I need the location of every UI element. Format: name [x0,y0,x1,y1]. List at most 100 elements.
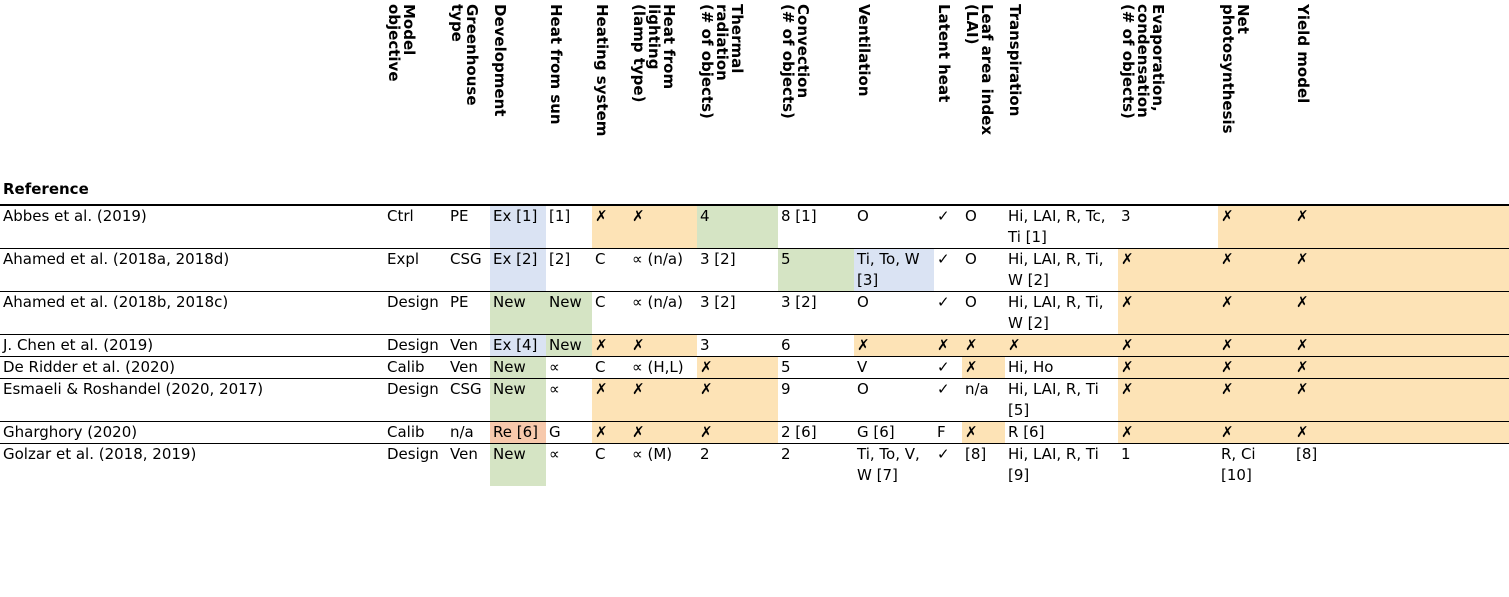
cell-photosynthesis: ✗ [1218,378,1293,422]
cell-type: PE [450,207,469,225]
cell-reference: Esmaeli & Roshandel (2020, 2017) [3,380,264,398]
cell-lighting: ✗ [629,205,697,249]
cell-transpiration: R [6] [1008,423,1045,441]
cell-development: Ex [1] [490,205,546,249]
header-heat-from-sun: Heat from sun [546,0,592,206]
cell-yield: ✗ [1293,378,1509,422]
cell-lai: O [965,293,977,311]
header-development: Development [490,0,546,206]
cell-heating: ✗ [592,205,629,249]
cell-transpiration: Hi, LAI, R, Ti, W [2] [1008,250,1104,289]
cell-convection: 6 [781,336,791,354]
cell-objective: Calib [387,358,425,376]
cell-reference: Gharghory (2020) [3,423,138,441]
cell-type: Ven [450,336,478,354]
cell-reference: Ahamed et al. (2018a, 2018d) [3,250,230,268]
cell-latent: ✓ [937,207,950,225]
cell-reference: Ahamed et al. (2018b, 2018c) [3,293,229,311]
cell-yield: ✗ [1293,421,1509,444]
cell-ventilation: V [857,358,868,376]
cell-type: PE [450,293,469,311]
cell-radiation: ✗ [697,378,778,422]
header-thermal-radiation: Thermal radiation (# of objects) [697,0,778,206]
cell-lai: ✗ [962,421,1005,444]
header-transpiration: Transpiration [1005,0,1118,206]
cell-heating: ✗ [592,421,629,444]
cell-objective: Design [387,336,439,354]
reference-table: Reference Model objective Greenhouse typ… [0,0,1509,486]
cell-type: Ven [450,358,478,376]
cell-reference: J. Chen et al. (2019) [3,336,154,354]
header-evaporation: Evaporation, condensation (# of objects) [1118,0,1218,206]
cell-heating: ✗ [592,378,629,422]
cell-lighting: ∝ (M) [632,445,673,463]
cell-development: Re [6] [490,421,546,444]
header-leaf-area-index: Leaf area index (LAI) [962,0,1005,206]
cell-convection: 8 [1] [781,207,817,225]
cell-transpiration: Hi, LAI, R, Ti [9] [1008,445,1099,484]
cell-photosynthesis: R, Ci [10] [1221,445,1256,484]
cell-convection: 9 [781,380,791,398]
table-row: Gharghory (2020) Calib n/a Re [6] G ✗ ✗ … [0,421,1509,444]
cell-lai: O [965,207,977,225]
cell-latent: ✓ [937,250,950,268]
cell-convection: 5 [781,358,791,376]
header-latent-heat: Latent heat [934,0,962,206]
cell-evaporation: ✗ [1118,356,1218,379]
cell-reference: De Ridder et al. (2020) [3,358,175,376]
cell-ventilation: Ti, To, V, W [7] [857,445,920,484]
header-heating-system: Heating system [592,0,629,206]
table-row: Esmaeli & Roshandel (2020, 2017) Design … [0,378,1509,422]
header-row: Reference Model objective Greenhouse typ… [0,0,1509,206]
cell-lai: n/a [965,380,989,398]
cell-ventilation: ✗ [854,334,934,357]
cell-yield: ✗ [1293,291,1509,335]
cell-objective: Ctrl [387,207,414,225]
cell-radiation: ✗ [697,356,778,379]
cell-heating: C [595,445,606,463]
cell-latent: ✓ [937,445,950,463]
cell-photosynthesis: ✗ [1218,421,1293,444]
cell-photosynthesis: ✗ [1218,334,1293,357]
cell-lighting: ∝ (n/a) [632,250,683,268]
cell-evaporation: ✗ [1118,291,1218,335]
table-row: De Ridder et al. (2020) Calib Ven New ∝ … [0,356,1509,379]
cell-yield: [8] [1296,445,1318,463]
cell-evaporation: ✗ [1118,334,1218,357]
header-ventilation: Ventilation [854,0,934,206]
cell-convection: 2 [781,445,791,463]
header-yield-model: Yield model [1293,0,1509,206]
cell-convection: 5 [778,248,854,292]
cell-reference: Abbes et al. (2019) [3,207,147,225]
cell-evaporation: 3 [1121,207,1131,225]
cell-lai: ✗ [962,334,1005,357]
cell-type: n/a [450,423,474,441]
cell-photosynthesis: ✗ [1218,205,1293,249]
cell-heating: C [595,293,606,311]
cell-convection: 2 [6] [781,423,817,441]
header-greenhouse-type: Greenhouse type [447,0,490,206]
cell-heating: C [595,358,606,376]
cell-latent: ✗ [934,334,962,357]
cell-yield: ✗ [1293,356,1509,379]
table-row: Golzar et al. (2018, 2019) Design Ven Ne… [0,443,1509,486]
cell-photosynthesis: ✗ [1218,356,1293,379]
cell-yield: ✗ [1293,334,1509,357]
header-heat-from-lighting: Heat from lighting (lamp type) [629,0,697,206]
cell-transpiration: Hi, LAI, R, Ti, W [2] [1008,293,1104,332]
cell-development: Ex [2] [490,248,546,292]
header-convection: Convection (# of objects) [778,0,854,206]
cell-ventilation: O [857,380,869,398]
cell-ventilation: O [857,293,869,311]
header-reference: Reference [0,0,384,206]
table-row: Ahamed et al. (2018b, 2018c) Design PE N… [0,291,1509,335]
cell-photosynthesis: ✗ [1218,248,1293,292]
cell-radiation: 4 [697,205,778,249]
cell-sun: New [546,334,592,357]
cell-sun: New [546,291,592,335]
cell-objective: Design [387,293,439,311]
cell-reference: Golzar et al. (2018, 2019) [3,445,197,463]
cell-radiation: 3 [2] [700,250,736,268]
cell-photosynthesis: ✗ [1218,291,1293,335]
table-row: Ahamed et al. (2018a, 2018d) Expl CSG Ex… [0,248,1509,292]
